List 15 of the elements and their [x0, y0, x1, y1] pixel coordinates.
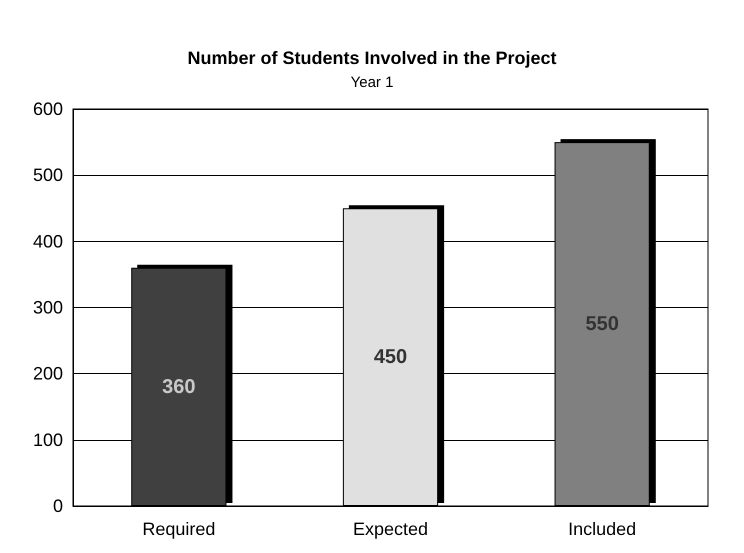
y-tick-label: 600	[32, 99, 63, 119]
y-tick-label: 0	[52, 496, 63, 516]
y-tick-label: 200	[32, 364, 63, 384]
y-tick-label: 300	[32, 298, 63, 318]
data-label: 550	[585, 313, 619, 336]
y-tick-label: 500	[32, 165, 63, 186]
data-label: 360	[162, 376, 196, 398]
chart-subtitle: Year 1	[350, 74, 394, 91]
data-label: 450	[374, 346, 408, 368]
x-tick-label: Required	[142, 519, 216, 539]
chart-title: Number of Students Involved in the Project	[187, 48, 557, 68]
y-tick-label: 100	[32, 430, 63, 450]
x-tick-label: Included	[568, 519, 636, 539]
x-tick-label: Expected	[352, 519, 428, 539]
y-tick-label: 400	[32, 231, 63, 252]
